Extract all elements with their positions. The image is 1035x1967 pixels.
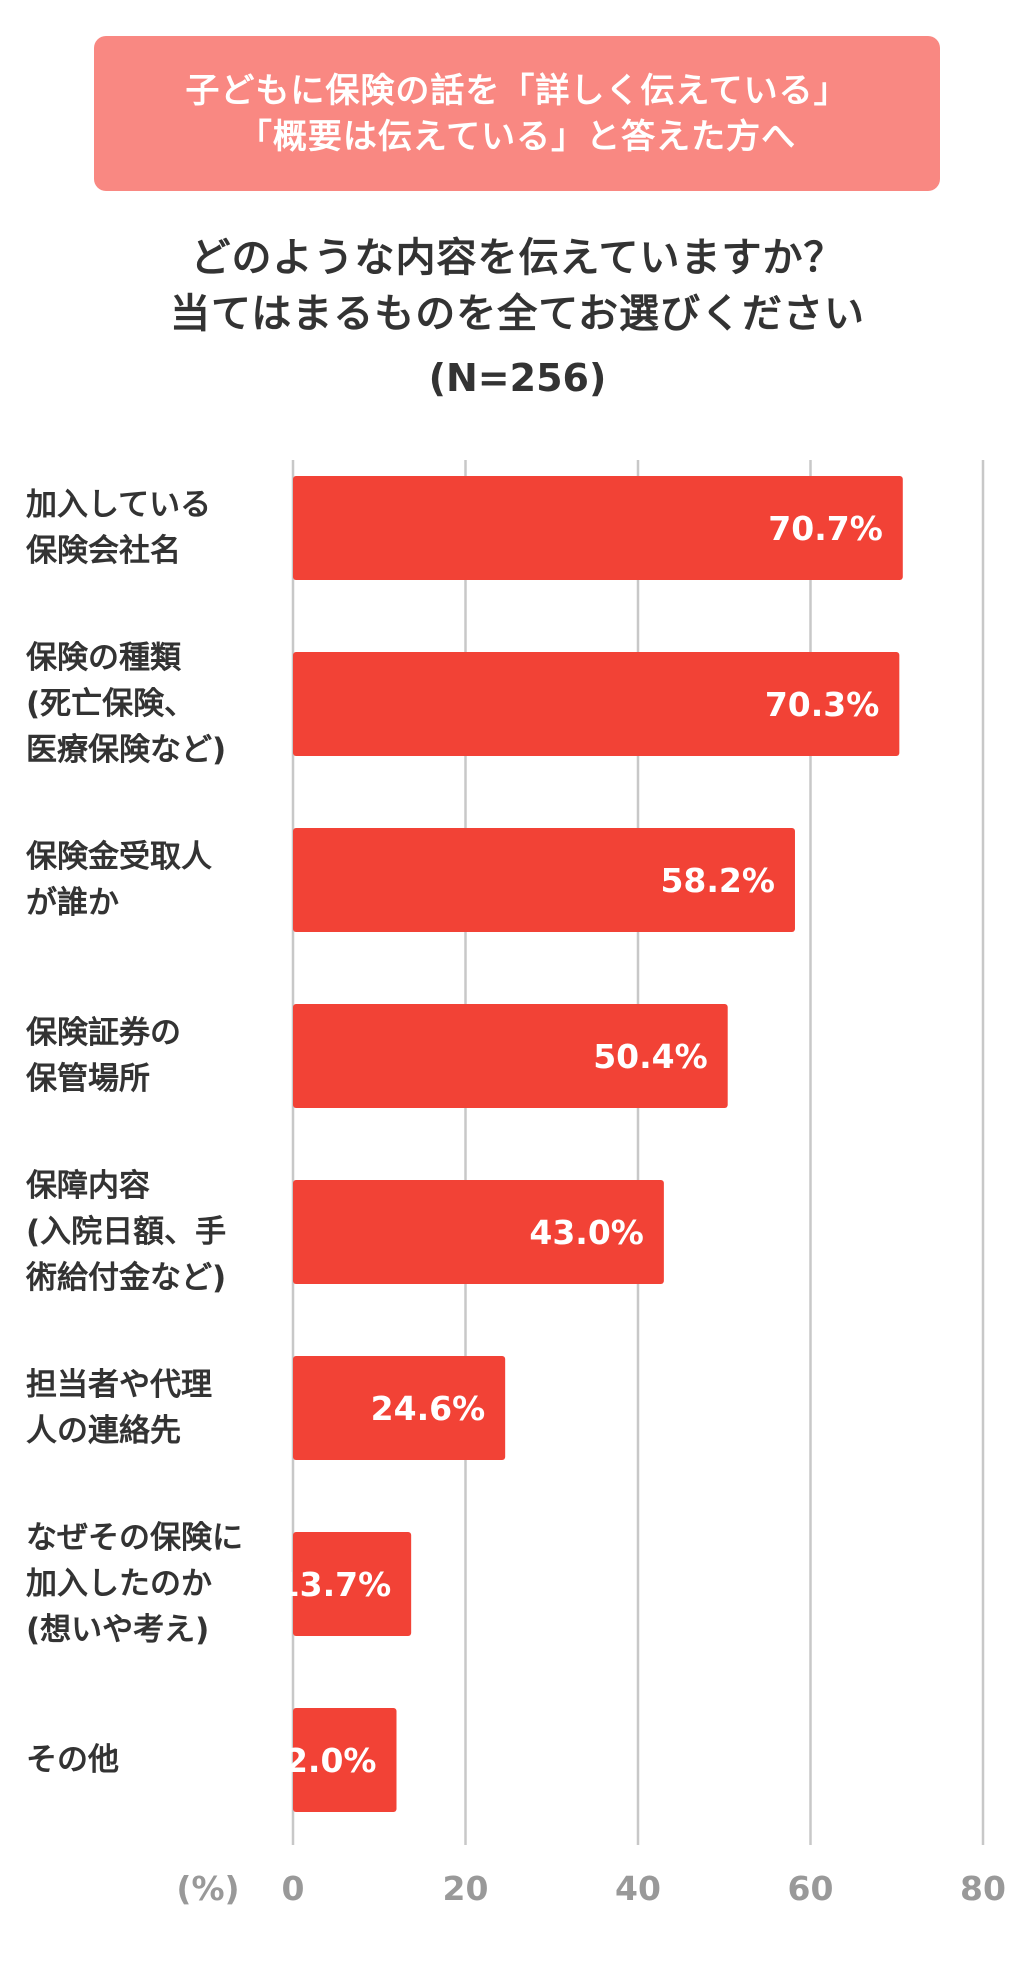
bar-2 — [293, 828, 795, 932]
category-label-line: (入院日額、手 — [26, 1214, 227, 1250]
category-label-line: 加入している — [26, 487, 212, 523]
category-label-7: その他 — [26, 1737, 296, 1783]
unit-label: (%) — [176, 1869, 239, 1908]
bar-6 — [293, 1532, 412, 1636]
category-label-line: 保険の種類 — [26, 640, 181, 676]
category-label-line: なぜその保険に — [26, 1520, 243, 1556]
category-label-line: その他 — [26, 1742, 119, 1778]
category-label-line: 術給付金など) — [26, 1260, 227, 1296]
category-label-line: (死亡保険、 — [26, 686, 196, 722]
value-label-0: 70.7% — [768, 509, 883, 548]
question-line-1: どのような内容を伝えていますか？ — [190, 235, 845, 281]
title-banner: 子どもに保険の話を「詳しく伝えている」 「概要は伝えている」と答えた方へ — [94, 36, 940, 191]
banner-line-1: 子どもに保険の話を「詳しく伝えている」 — [185, 70, 849, 111]
tick-label-0: 0 — [282, 1869, 305, 1908]
category-label-line: 保険会社名 — [26, 533, 181, 569]
category-label-1: 保険の種類 (死亡保険、 医療保険など) — [26, 635, 296, 773]
banner-line-2: 「概要は伝えている」と答えた方へ — [237, 116, 797, 157]
value-label-5: 24.6% — [371, 1389, 486, 1428]
value-label-7: 12.0% — [262, 1741, 377, 1780]
category-label-line: 人の連絡先 — [26, 1413, 181, 1449]
category-label-line: が誰か — [26, 885, 119, 921]
category-label-line: 担当者や代理 — [26, 1367, 212, 1403]
bar-0 — [293, 476, 903, 580]
category-label-5: 担当者や代理 人の連絡先 — [26, 1362, 296, 1454]
tick-label-20: 20 — [443, 1869, 489, 1908]
category-label-line: 加入したのか — [26, 1566, 212, 1602]
category-label-line: (想いや考え) — [26, 1612, 210, 1648]
bar-5 — [293, 1356, 506, 1460]
bar-3 — [293, 1004, 728, 1108]
question-line-2: 当てはまるものを全てお選びください — [170, 291, 865, 337]
value-label-6: 13.7% — [277, 1565, 392, 1604]
category-label-0: 加入している 保険会社名 — [26, 482, 296, 574]
category-label-line: 保険金受取人 — [26, 839, 212, 875]
category-label-line: 保険証券の — [26, 1015, 181, 1051]
value-label-2: 58.2% — [660, 861, 775, 900]
category-label-3: 保険証券の 保管場所 — [26, 1010, 296, 1102]
tick-label-80: 80 — [960, 1869, 1006, 1908]
bar-1 — [293, 652, 900, 756]
bar-7 — [293, 1708, 397, 1812]
category-label-line: 保障内容 — [26, 1168, 150, 1204]
value-label-1: 70.3% — [765, 685, 880, 724]
category-label-line: 医療保険など) — [26, 732, 227, 768]
category-label-2: 保険金受取人 が誰か — [26, 834, 296, 926]
category-label-line: 保管場所 — [26, 1061, 150, 1097]
question-block: どのような内容を伝えていますか？ 当てはまるものを全てお選びください (N=25… — [0, 230, 1035, 406]
value-label-3: 50.4% — [593, 1037, 708, 1076]
category-label-6: なぜその保険に 加入したのか (想いや考え) — [26, 1515, 296, 1653]
value-label-4: 43.0% — [529, 1213, 644, 1252]
category-label-4: 保障内容 (入院日額、手 術給付金など) — [26, 1163, 296, 1301]
sample-size: (N=256) — [428, 356, 607, 400]
tick-label-40: 40 — [615, 1869, 661, 1908]
bar-4 — [293, 1180, 664, 1284]
tick-label-60: 60 — [788, 1869, 834, 1908]
